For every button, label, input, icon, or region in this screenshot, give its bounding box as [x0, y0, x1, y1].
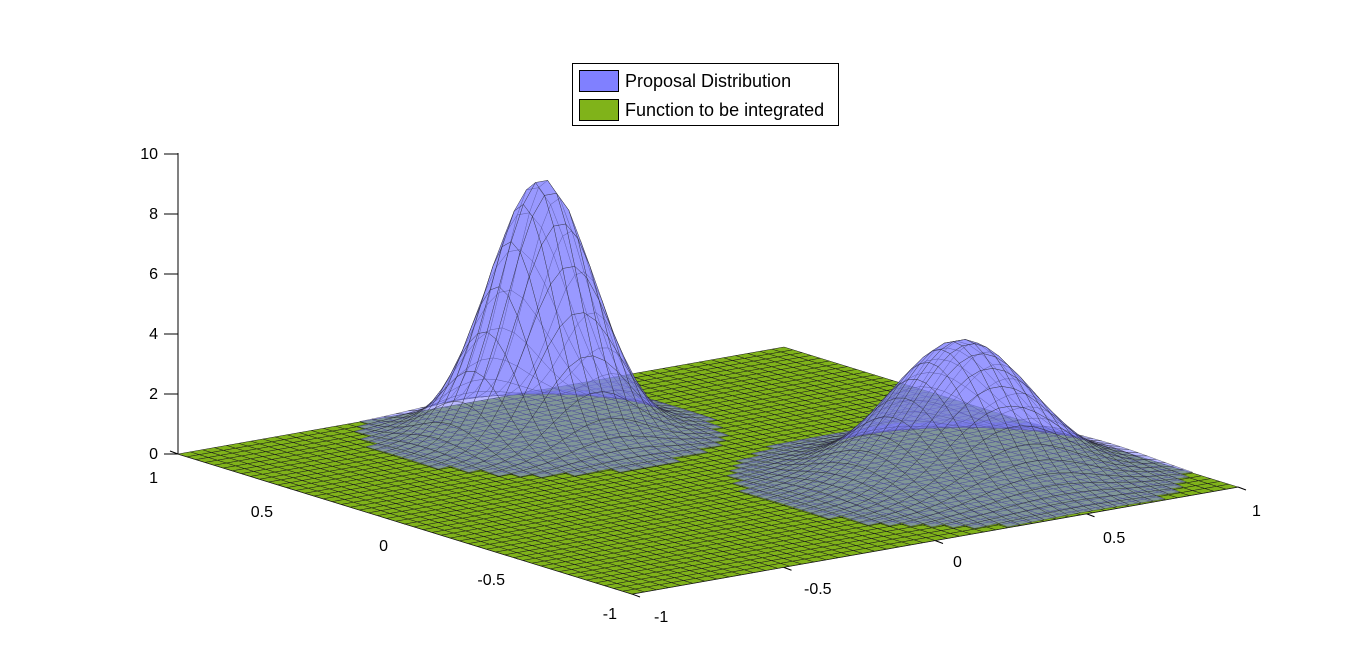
proposal-surface-cell [458, 465, 482, 473]
legend-item-function: Function to be integrated [579, 98, 824, 122]
x-tick-mark [783, 566, 792, 571]
proposal-surface-cell [858, 519, 882, 526]
legend-item-proposal: Proposal Distribution [579, 69, 791, 93]
proposal-surface-cell [922, 520, 945, 528]
y-tick-label: 0.5 [251, 504, 273, 521]
x-tick-label: -1 [654, 609, 668, 626]
proposal-surface-cell [564, 469, 588, 477]
z-tick-label: 4 [149, 326, 158, 343]
z-tick-label: 8 [149, 206, 158, 223]
tick-labels: 10 8 6 4 2 0 1 0.5 0 -0.5 -1 -1 -0.5 0 0… [140, 146, 1261, 626]
legend-swatch-function [579, 99, 619, 121]
proposal-surface-cell [510, 470, 534, 478]
function-surface-cell [622, 588, 645, 595]
proposal-surface-cell [879, 519, 903, 526]
proposal-surface-cell [819, 512, 843, 520]
proposal-surface-cell [610, 465, 634, 473]
x-tick-label: 1 [1252, 503, 1261, 520]
legend-label-proposal: Proposal Distribution [625, 70, 792, 91]
proposal-surface-cell [900, 519, 924, 527]
x-tick-mark [1086, 513, 1095, 518]
y-tick-label: -0.5 [477, 572, 505, 589]
y-tick-label: -1 [603, 606, 617, 623]
x-tick-label: -0.5 [804, 581, 832, 598]
proposal-surface-cell [489, 469, 512, 477]
proposal-surface-cell [997, 520, 1021, 528]
z-tick-label: 6 [149, 266, 158, 283]
proposal-surface-cell [531, 471, 555, 478]
legend-swatch-proposal [579, 70, 619, 92]
surface-mesh [177, 180, 1239, 595]
z-tick-label: 2 [149, 386, 158, 403]
x-tick-label: 0 [953, 554, 962, 571]
legend: Proposal Distribution Function to be int… [572, 63, 839, 126]
legend-label-function: Function to be integrated [625, 99, 825, 120]
proposal-surface-cell [943, 521, 967, 528]
z-tick-label: 0 [149, 446, 158, 463]
y-tick-label: 1 [149, 470, 158, 487]
y-tick-label: 0 [379, 538, 388, 555]
z-tick-label: 10 [140, 146, 158, 163]
y-tick-mark [169, 450, 179, 455]
x-tick-mark [1237, 486, 1247, 491]
proposal-surface-cell [964, 522, 988, 529]
x-tick-label: 0.5 [1103, 530, 1125, 547]
x-tick-mark [934, 540, 944, 544]
x-tick-mark [631, 593, 641, 598]
proposal-surface-cell [428, 462, 452, 470]
